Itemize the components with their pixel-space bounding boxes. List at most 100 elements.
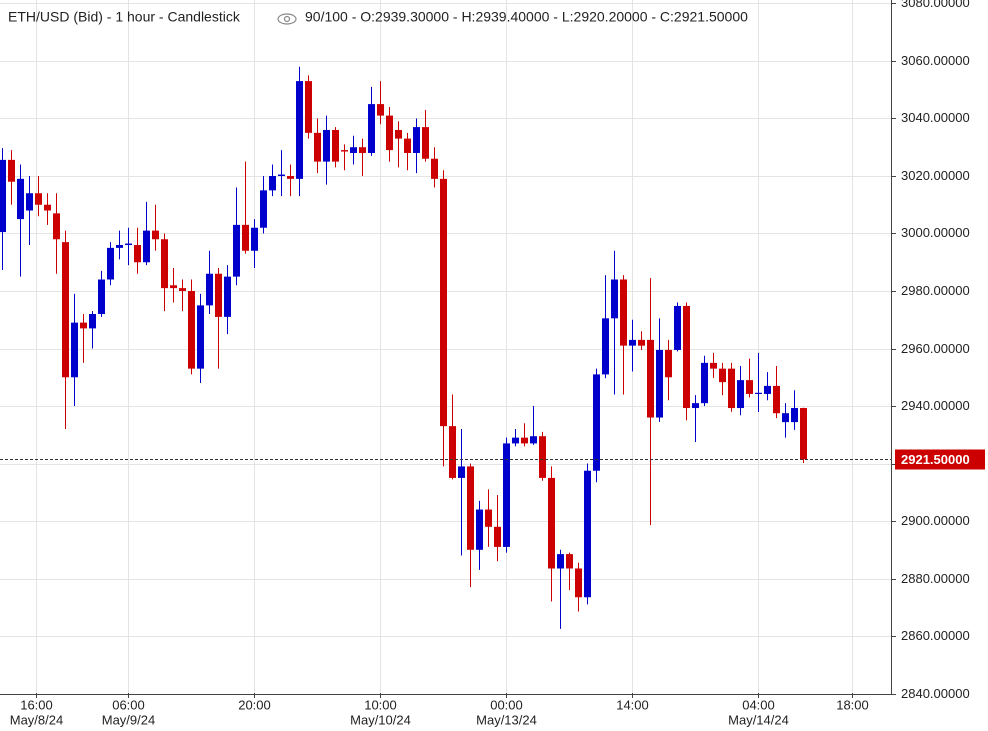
eye-icon[interactable] [277,13,297,25]
candle-body [800,408,807,460]
candle-body [521,437,528,444]
candle-body [530,436,537,444]
x-tick-label: 10:00 [364,697,397,712]
candle-body [503,443,510,547]
candle-body [44,204,51,211]
y-tick-label: 3040.00000 [901,110,970,125]
candle-body [539,436,546,478]
current-price-label: 2921.50000 [901,452,970,467]
candle-body [62,242,69,378]
x-tick-label: 14:00 [616,697,649,712]
candle-body [557,554,564,569]
candle-body [269,175,276,191]
candle-body [332,129,339,162]
candle-body [593,374,600,471]
x-tick-date: May/10/24 [350,712,411,727]
candle-body [791,408,798,423]
candle-body [359,147,366,153]
candle-body [584,470,591,598]
candle-body [17,178,24,220]
candle-body [467,466,474,550]
candle-body [8,159,15,182]
y-tick-label: 2900.00000 [901,513,970,528]
candle-body [26,193,33,211]
ohlc-info: 90/100 - O:2939.30000 - H:2939.40000 - L… [305,9,748,25]
candle-body [80,322,87,329]
candle-body [656,349,663,418]
candle-body [395,129,402,139]
candle-body [206,273,213,306]
candle-body [782,413,789,423]
candle-body [449,426,456,478]
candle-body [728,368,735,409]
candle-body [629,339,636,346]
candle-body [746,380,753,394]
candle-body [35,193,42,205]
candle-body [341,150,348,152]
x-tick-label: 06:00 [112,697,145,712]
candle-body [611,279,618,319]
candle-body [665,349,672,378]
candle-body [251,227,258,251]
candle-body [683,305,690,409]
candle-body [404,138,411,153]
x-tick-date: May/8/24 [10,712,63,727]
y-tick-label: 2940.00000 [901,398,970,413]
x-tick-date: May/14/24 [728,712,789,727]
candle-body [719,368,726,383]
candle-body [773,385,780,414]
candle-body [512,437,519,444]
candle-body [98,279,105,315]
candle-body [161,239,168,289]
candle-body [431,158,438,179]
x-tick-label: 16:00 [20,697,53,712]
candle-body [152,230,159,240]
candle-body [377,104,384,116]
candle-body [260,190,267,228]
y-tick-label: 2960.00000 [901,341,970,356]
candle-body [179,288,186,292]
y-tick-label: 3000.00000 [901,225,970,240]
candle-body [422,127,429,159]
candle-body [116,244,123,248]
candle-body [647,339,654,418]
candle-body [566,554,573,569]
x-tick-date: May/13/24 [476,712,537,727]
y-tick-label: 2860.00000 [901,628,970,643]
candle-body [143,230,150,263]
candle-body [476,509,483,550]
y-tick-label: 2980.00000 [901,283,970,298]
candle-body [602,318,609,375]
chart-title: ETH/USD (Bid) - 1 hour - Candlestick [8,9,241,25]
x-tick-label: 04:00 [742,697,775,712]
candle-body [134,244,141,263]
candle-body [242,224,249,251]
y-tick-label: 2880.00000 [901,571,970,586]
candle-body [125,243,132,245]
candle-body [638,339,645,346]
candle-body [197,305,204,369]
x-tick-label: 00:00 [490,697,523,712]
candle-body [224,276,231,317]
candle-body [413,127,420,153]
candle-body [575,568,582,598]
candle-body [368,104,375,153]
candle-body [548,477,555,569]
candle-body [89,314,96,329]
candle-body [692,403,699,409]
candle-body [701,362,708,404]
y-tick-label: 3020.00000 [901,168,970,183]
candle-body [71,322,78,378]
candle-body [107,247,114,280]
current-price-box [895,449,985,470]
candle-body [764,385,771,394]
candle-body [440,178,447,427]
candle-body [350,147,357,153]
candle-body [710,362,717,369]
x-tick-label: 20:00 [238,697,271,712]
y-tick-label: 3080.00000 [901,0,970,10]
candle-body [305,81,312,133]
